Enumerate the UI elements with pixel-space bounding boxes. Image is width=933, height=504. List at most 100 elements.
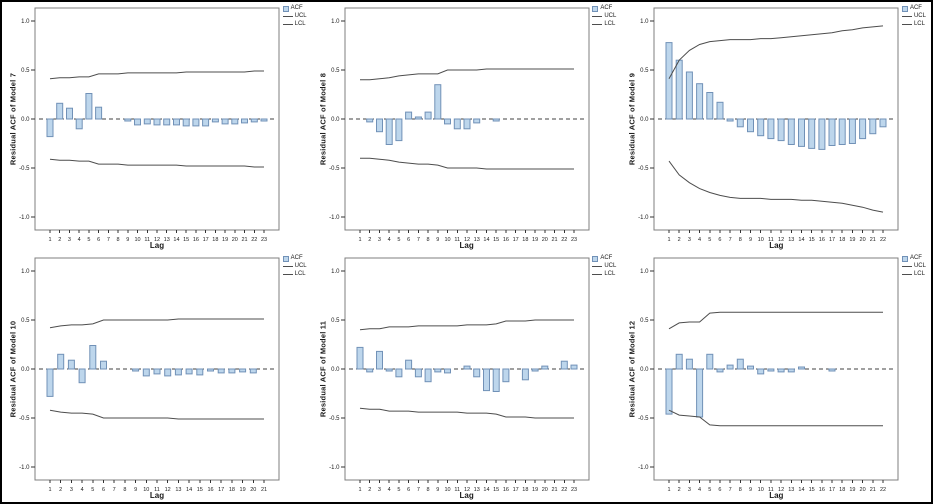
x-tick-label: 5 (709, 487, 712, 493)
lcl-line (669, 409, 884, 427)
x-tick-label: 3 (688, 487, 691, 493)
y-tick-label: 0.0 (21, 117, 30, 123)
x-tick-label: 10 (444, 487, 450, 493)
acf-bar-lag-17 (828, 368, 836, 372)
acf-bars (46, 93, 268, 138)
legend-item-lcl: LCL (901, 21, 926, 28)
x-tick-label: 7 (113, 487, 116, 493)
y-tick-label: 1.0 (21, 19, 30, 25)
x-tick-label: 18 (840, 237, 846, 243)
x-tick-label: 10 (758, 237, 764, 243)
acf-bar-lag-2 (365, 118, 373, 123)
x-tick-label: 3 (378, 237, 381, 243)
ucl-line (359, 319, 574, 331)
acf-bar-lag-5 (706, 353, 714, 370)
acf-bar-lag-16 (207, 368, 214, 372)
acf-bar-lag-16 (818, 118, 826, 150)
x-axis-title: Lag (459, 491, 474, 500)
x-tick-label: 2 (678, 237, 681, 243)
acf-bar-lag-8 (737, 358, 745, 370)
x-axis-title: Lag (149, 491, 165, 500)
x-tick-label: 11 (154, 487, 160, 493)
acf-plot-model-9: 1.00.50.0-0.5-1.01 2 3 4 5 6 7 8 9 10 11 12 13 14 15 16… (638, 7, 899, 243)
legend-label-lcl: LCL (604, 271, 616, 277)
x-tick-label: 7 (416, 237, 419, 243)
x-tick-label: 7 (107, 237, 110, 243)
acf-bar-lag-4 (385, 368, 393, 372)
x-tick-label: 9 (126, 237, 129, 243)
acf-bar-lag-18 (211, 118, 219, 123)
x-tick-label: 8 (426, 237, 429, 243)
acf-swatch-icon (592, 255, 599, 262)
y-tick-label: 0.5 (331, 318, 340, 324)
acf-bar-lag-8 (737, 118, 745, 128)
legend-item-acf: ACF (592, 5, 616, 12)
x-tick-label: 20 (541, 487, 547, 493)
legend-label-acf: ACF (600, 255, 613, 261)
ucl-line (668, 25, 884, 80)
y-tick-label: 0.5 (640, 68, 649, 74)
acf-plot-model-7: 1.00.50.0-0.5-1.01 2 3 4 5 6 7 8 9 10 11 12 13 14 15 16… (19, 7, 280, 243)
x-tick-label: 19 (532, 237, 538, 243)
acf-bar-lag-9 (433, 368, 441, 373)
x-tick-label: 15 (809, 487, 815, 493)
legend-item-lcl: LCL (592, 21, 616, 28)
legend-label-ucl: UCL (604, 263, 617, 269)
ucl-line-icon (901, 16, 912, 17)
x-tick-label: 13 (789, 237, 795, 243)
x-tick-label: 15 (197, 487, 203, 493)
legend-item-lcl: LCL (592, 271, 616, 278)
x-tick-label: 1 (358, 237, 361, 243)
acf-bar-lag-1 (46, 368, 54, 397)
y-tick-label: -0.5 (638, 416, 649, 422)
acf-bar-lag-8 (424, 368, 432, 383)
x-tick-label: 12 (464, 487, 470, 493)
acf-bar-lag-2 (676, 353, 684, 370)
lcl-line (359, 157, 574, 170)
x-tick-label: 2 (368, 237, 371, 243)
y-axis: 1.0 0.5 0.0 -0.5 -1.0 (638, 269, 655, 471)
x-tick-label: 13 (473, 487, 479, 493)
x-tick-label: 2 (678, 487, 681, 493)
x-tick-label: 9 (436, 237, 439, 243)
acf-bar-lag-13 (174, 368, 182, 376)
acf-bar-lag-6 (716, 368, 724, 373)
acf-bar-lag-20 (859, 118, 867, 140)
y-tick-label: 0.5 (21, 68, 30, 74)
x-tick-label: 12 (778, 237, 784, 243)
ucl-line (49, 318, 264, 329)
ucl-line (669, 311, 884, 330)
y-tick-label: -1.0 (638, 215, 649, 221)
ucl-line-icon (282, 266, 293, 267)
acf-swatch-icon (901, 255, 908, 262)
acf-bar-lag-1 (665, 42, 673, 120)
x-tick-label: 8 (123, 487, 126, 493)
acf-bar-lag-13 (163, 118, 171, 126)
ucl-line-icon (592, 16, 603, 17)
acf-bar-lag-14 (173, 118, 180, 126)
x-tick-label: 2 (59, 487, 62, 493)
legend-item-ucl: UCL (901, 263, 926, 270)
acf-swatch-icon (282, 255, 289, 262)
x-tick-label: 5 (397, 237, 400, 243)
acf-bar-lag-4 (75, 118, 83, 130)
acf-bar-lag-9 (132, 368, 140, 372)
x-tick-label: 20 (232, 237, 238, 243)
acf-bar-lag-4 (78, 368, 86, 384)
acf-bar-lag-5 (395, 118, 403, 142)
acf-bar-lag-16 (502, 368, 510, 383)
x-tick-label: 3 (70, 487, 73, 493)
legend: ACF UCL LCL (592, 255, 616, 278)
x-tick-label: 20 (250, 487, 256, 493)
acf-bar-lag-5 (85, 93, 93, 120)
y-tick-label: 1.0 (331, 269, 340, 275)
acf-bar-lag-4 (385, 118, 393, 145)
ucl-line (359, 68, 574, 81)
y-tick-label: -0.5 (329, 416, 340, 422)
acf-bar-lag-13 (472, 118, 480, 124)
acf-bar-lag-20 (249, 368, 257, 374)
acf-bar-lag-20 (231, 118, 239, 125)
legend-label-ucl: UCL (913, 13, 926, 19)
x-tick-label: 4 (78, 237, 81, 243)
x-tick-label: 21 (870, 487, 876, 493)
